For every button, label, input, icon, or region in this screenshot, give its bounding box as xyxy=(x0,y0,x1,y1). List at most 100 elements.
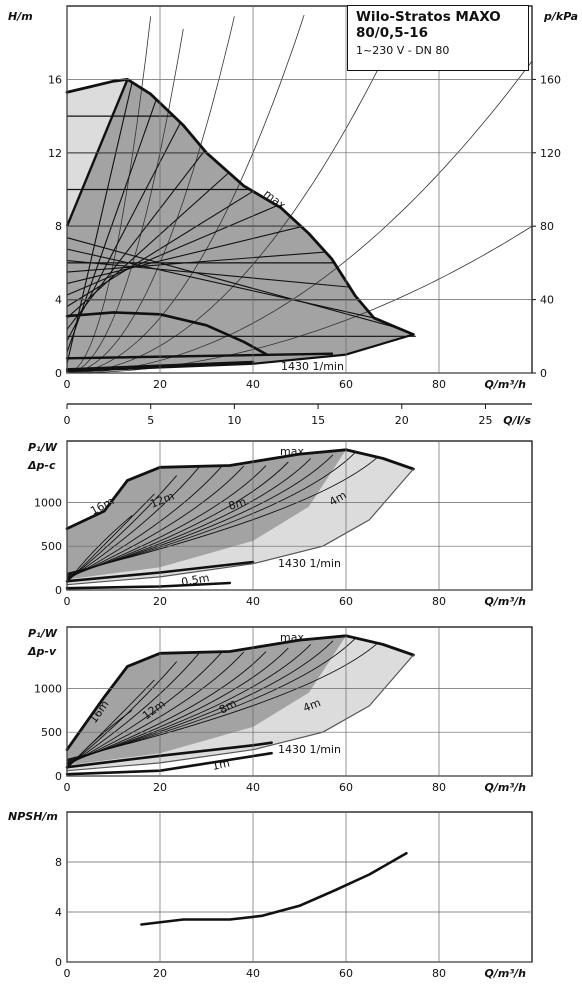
head-ytick: 12 xyxy=(48,147,62,160)
npsh-xlabel: Q/m³/h xyxy=(485,967,527,980)
power-dpc-xtick: 40 xyxy=(246,595,260,608)
head-ytick: 0 xyxy=(55,367,62,380)
system-curve xyxy=(66,16,235,374)
power-dpv-speed-label: 1430 1/min xyxy=(278,743,341,756)
npsh-ylabel: NPSH/m xyxy=(8,810,58,823)
head-min-curve xyxy=(65,311,269,356)
head-ytick: 4 xyxy=(55,294,62,307)
lps-tick: 20 xyxy=(395,414,409,427)
head-speed-curve xyxy=(65,352,334,360)
power-dpc-curve-label: 0,5m xyxy=(180,571,210,589)
power-dpv-control-curve xyxy=(66,638,356,761)
var-pressure-line xyxy=(66,260,350,288)
head-xlabel: Q/m³/h xyxy=(485,378,527,391)
power-dpv-lower-curve xyxy=(66,654,414,772)
npsh-xtick: 20 xyxy=(153,967,167,980)
power-dpc-xlabel: Q/m³/h xyxy=(485,595,527,608)
system-curve xyxy=(66,11,407,374)
power-dpv-max-label: max. xyxy=(280,631,307,644)
power-dpc-control-curve xyxy=(66,452,356,575)
npsh-xtick: 40 xyxy=(246,967,260,980)
power-dpc-max-label: max. xyxy=(280,445,307,458)
power-dpv-control-curve xyxy=(66,652,222,766)
power-dpv-xtick: 0 xyxy=(64,781,71,794)
npsh-xtick: 0 xyxy=(64,967,71,980)
power-dpc-ytick: 0 xyxy=(55,584,62,597)
power-dpv-speed-curve xyxy=(65,741,273,769)
power-dpc-speed-label: 1430 1/min xyxy=(278,557,341,570)
power-dpv-ytick: 500 xyxy=(41,726,62,739)
legend-title-line2: 80/0,5-16 xyxy=(356,25,429,41)
npsh-ytick: 0 xyxy=(55,956,62,969)
power-dpc-xtick: 80 xyxy=(432,595,446,608)
power-dpv-control-curve xyxy=(66,652,200,767)
power-dpc-control-curve xyxy=(66,475,178,582)
npsh-xtick: 60 xyxy=(339,967,353,980)
power-dpv-xlabel: Q/m³/h xyxy=(485,781,527,794)
lps-tick: 5 xyxy=(147,414,154,427)
power-dpv-dark-region xyxy=(67,635,346,766)
var-pressure-line xyxy=(66,237,399,329)
var-pressure-line xyxy=(66,172,230,319)
power-dpv-curve-label: 1m xyxy=(211,757,231,773)
power-dpc-xtick: 20 xyxy=(153,595,167,608)
head-xtick: 60 xyxy=(339,378,353,391)
power-dpc-xtick: 60 xyxy=(339,595,353,608)
head-ytick: 16 xyxy=(48,73,62,86)
power-dpc-control-curve xyxy=(66,465,245,580)
power-dpv-xtick: 20 xyxy=(153,781,167,794)
legend-box: Wilo-Stratos MAXO 80/0,5-16 1~230 V - DN… xyxy=(347,5,529,71)
legend-title-line1: Wilo-Stratos MAXO xyxy=(356,9,501,25)
power-dpv-ylabel: P₁/W xyxy=(28,627,58,640)
var-pressure-line xyxy=(66,205,278,296)
npsh-ytick: 4 xyxy=(55,906,62,919)
lps-tick: 10 xyxy=(227,414,241,427)
legend-title-line3: 1~230 V - DN 80 xyxy=(356,44,450,57)
power-dpv-max-curve xyxy=(65,634,415,752)
power-dpv-ylabel-sub: Δp-v xyxy=(27,645,57,658)
power-dpc-ylabel: P₁/W xyxy=(28,441,58,454)
head-y2tick: 40 xyxy=(540,294,554,307)
power-dpc-ylabel-sub: Δp-c xyxy=(27,459,56,472)
lps-label: Q/l/s xyxy=(503,414,531,427)
power-dpv-curve-label: 4m xyxy=(301,696,322,715)
var-pressure-line xyxy=(66,251,326,273)
power-dpc-control-curve xyxy=(66,466,200,581)
head-xtick: 80 xyxy=(432,378,446,391)
power-dpc-ytick: 500 xyxy=(41,540,62,553)
var-pressure-line xyxy=(66,248,375,319)
head-xtick: 40 xyxy=(246,378,260,391)
npsh-xtick: 80 xyxy=(432,967,446,980)
head-operating-region xyxy=(67,79,414,372)
system-curve xyxy=(66,14,305,374)
power-dpv-xtick: 80 xyxy=(432,781,446,794)
power-dpv-xtick: 40 xyxy=(246,781,260,794)
power-dpv-ytick: 1000 xyxy=(34,682,62,695)
head-xtick: 20 xyxy=(153,378,167,391)
head-y2tick: 120 xyxy=(540,147,561,160)
var-pressure-line xyxy=(66,226,302,285)
power-dpc-xtick: 0 xyxy=(64,595,71,608)
power-dpc-ytick: 1000 xyxy=(34,496,62,509)
npsh-ytick: 8 xyxy=(55,856,62,869)
head-y2tick: 80 xyxy=(540,220,554,233)
power-dpv-control-curve xyxy=(66,661,178,768)
npsh-curve xyxy=(140,852,408,926)
power-dpv-ytick: 0 xyxy=(55,770,62,783)
head-y2label: p/kPa xyxy=(543,10,578,23)
head-xtick: 0 xyxy=(64,378,71,391)
var-pressure-line xyxy=(66,82,133,364)
head-speed-label: 1430 1/min xyxy=(281,360,344,373)
power-dpc-curve-label: 8m xyxy=(227,495,248,513)
head-y2tick: 0 xyxy=(540,367,547,380)
power-dpc-max-curve xyxy=(65,448,415,530)
system-curve xyxy=(66,16,152,374)
power-dpc-dark-region xyxy=(67,449,346,580)
power-dpv-control-curve xyxy=(66,651,267,765)
power-dpc-control-curve xyxy=(66,465,267,579)
lps-tick: 0 xyxy=(64,414,71,427)
npsh-frame xyxy=(66,811,533,963)
lps-tick: 25 xyxy=(478,414,492,427)
